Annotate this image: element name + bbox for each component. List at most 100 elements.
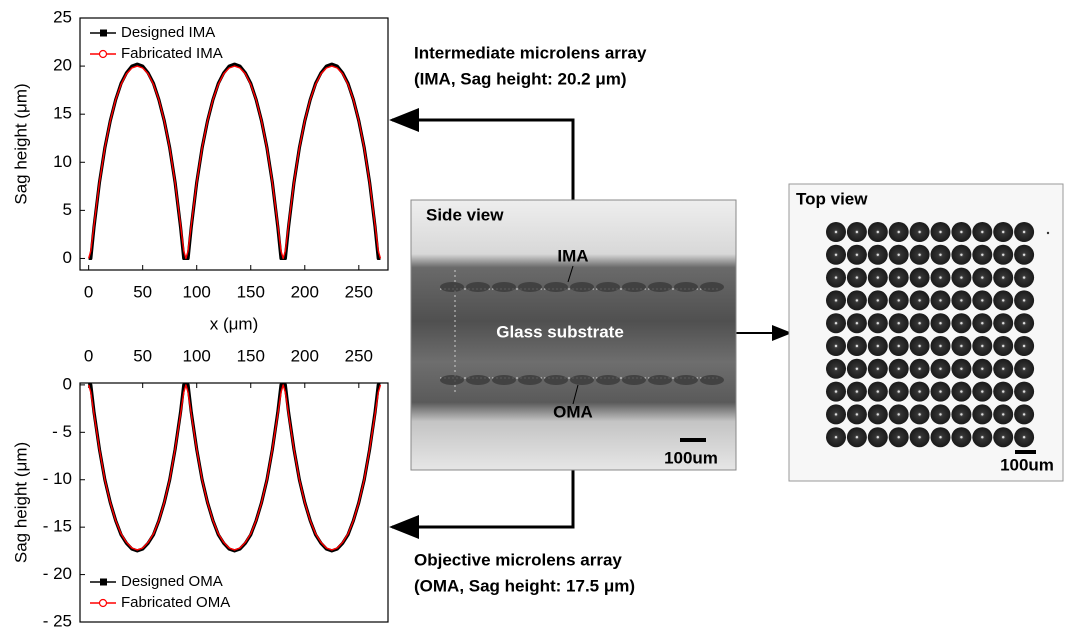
x-tick-label: 50 [133,346,152,365]
lens [570,375,594,385]
arrow [392,120,573,200]
microlens-glint [877,299,879,301]
microlens-glint [835,299,837,301]
x-tick-label: 100 [183,282,211,301]
legend-marker [100,600,107,607]
microlens-glint [1023,436,1025,438]
lens [440,282,464,292]
x-tick-label: 100 [183,346,211,365]
microlens-glint [1002,390,1004,392]
lens [700,282,724,292]
microlens-glint [1023,231,1025,233]
microlens-glint [898,299,900,301]
microlens-glint [1002,299,1004,301]
x-tick-label: 250 [345,346,373,365]
microlens-glint [877,345,879,347]
microlens-glint [856,322,858,324]
y-axis-label: Sag height (μm) [11,83,30,204]
microlens-glint [1023,299,1025,301]
microlens-glint [918,436,920,438]
microlens-glint [835,322,837,324]
lens [674,375,698,385]
label: Glass substrate [496,322,624,341]
y-tick-label: 15 [53,104,72,123]
lens [492,282,516,292]
x-tick-label: 200 [291,282,319,301]
y-tick-label: - 10 [43,469,72,488]
data-line [89,66,381,258]
microlens-glint [960,231,962,233]
microlens-glint [918,231,920,233]
scale-label: 100um [1000,455,1054,474]
legend-label: Fabricated IMA [121,45,223,62]
microlens-glint [981,390,983,392]
microlens-glint [1023,390,1025,392]
y-tick-label: 0 [63,248,72,267]
microlens-glint [1002,322,1004,324]
lens [700,375,724,385]
microlens-glint [835,345,837,347]
legend-marker [100,579,107,586]
microlens-glint [1002,436,1004,438]
microlens-glint [960,254,962,256]
microlens-glint [939,322,941,324]
lens [596,375,620,385]
lens [466,375,490,385]
microlens-glint [918,368,920,370]
arrow [392,470,573,527]
lens [622,282,646,292]
microlens-glint [939,254,941,256]
figure: Intermediate microlens array (IMA, Sag h… [0,0,1072,627]
microlens-glint [939,368,941,370]
data-line [89,64,381,258]
microlens-glint [981,299,983,301]
legend-label: Designed IMA [121,24,215,41]
microlens-glint [1002,345,1004,347]
microlens-glint [835,368,837,370]
legend-marker [100,30,107,37]
y-tick-label: - 25 [43,611,72,627]
y-tick-label: - 20 [43,564,72,583]
microlens-glint [939,231,941,233]
lens [544,375,568,385]
microlens-glint [960,413,962,415]
microlens-glint [835,231,837,233]
y-tick-label: 25 [53,7,72,26]
microlens-glint [981,231,983,233]
microlens-glint [981,254,983,256]
microlens-glint [856,254,858,256]
annotation: Objective microlens array [414,550,622,569]
lens [492,375,516,385]
microlens-glint [981,276,983,278]
microlens-glint [835,390,837,392]
x-tick-label: 150 [237,346,265,365]
annotation: (OMA, Sag height: 17.5 μm) [414,576,635,595]
y-tick-label: - 5 [52,422,72,441]
microlens-glint [960,299,962,301]
microlens-glint [877,322,879,324]
y-tick-label: - 15 [43,517,72,536]
microlens-glint [918,276,920,278]
microlens-glint [939,413,941,415]
lens [622,375,646,385]
scale-label: 100um [664,448,718,467]
microlens-glint [960,436,962,438]
y-axis-label: Sag height (μm) [11,442,30,563]
microlens-glint [939,390,941,392]
microlens-glint [918,390,920,392]
microlens-glint [877,413,879,415]
microlens-glint [918,299,920,301]
microlens-glint [898,413,900,415]
microlens-glint [856,368,858,370]
microlens-glint [877,231,879,233]
microlens-glint [960,345,962,347]
annotation: (IMA, Sag height: 20.2 μm) [414,69,627,88]
lens [518,282,542,292]
panel-title: Top view [796,189,868,208]
microlens-glint [1023,345,1025,347]
x-tick-label: 0 [84,346,93,365]
microlens-glint [898,276,900,278]
microlens-glint [1023,254,1025,256]
microlens-glint [835,436,837,438]
microlens-glint [939,299,941,301]
